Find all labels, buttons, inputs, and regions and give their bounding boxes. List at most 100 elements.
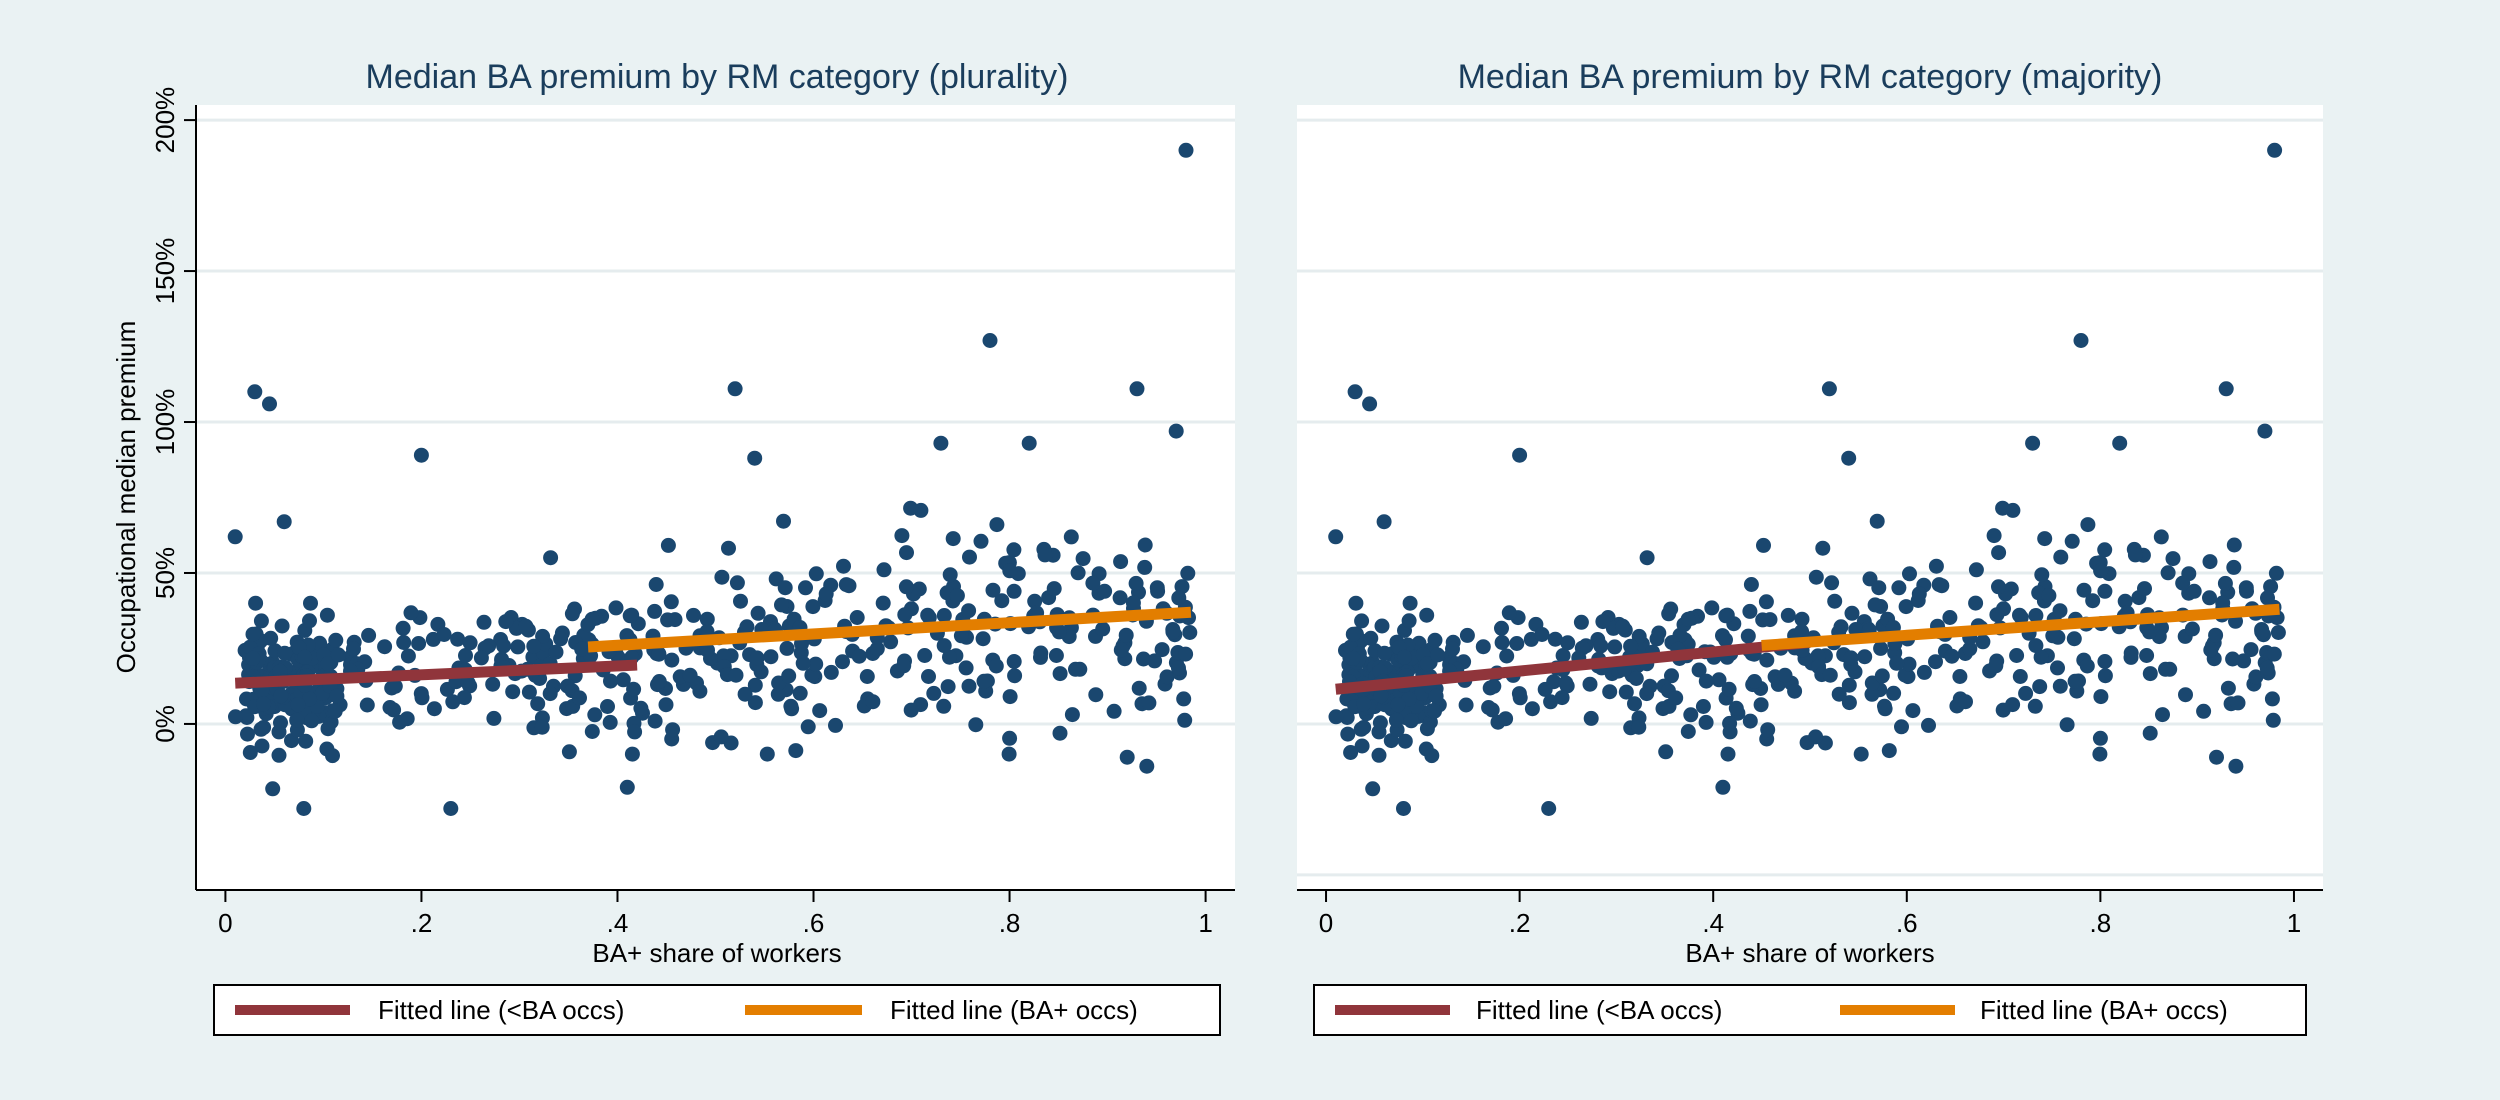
data-point (2248, 669, 2264, 685)
data-point (2085, 593, 2101, 609)
data-point (721, 540, 736, 556)
data-point (1176, 691, 1192, 707)
data-point (496, 638, 512, 654)
data-point (624, 607, 640, 623)
data-point (1986, 528, 2002, 544)
data-point (1137, 537, 1153, 553)
data-point (1150, 583, 1166, 599)
data-point (1371, 747, 1387, 763)
data-point (1886, 685, 1902, 701)
data-point (510, 639, 526, 655)
data-point (1171, 660, 1186, 676)
data-point (989, 517, 1005, 533)
legend-label-ba-plus: Fitted line (BA+ occs) (890, 995, 1138, 1025)
data-point (1857, 649, 1873, 665)
data-point (733, 593, 748, 609)
data-point (1095, 621, 1111, 637)
legend-label-ba-plus-majority: Fitted line (BA+ occs) (1980, 995, 2228, 1025)
data-point (2239, 583, 2254, 599)
data-point (1869, 513, 1885, 529)
data-point (936, 608, 952, 623)
data-point (1128, 575, 1144, 591)
chart-title-majority: Median BA premium by RM category (majori… (1458, 58, 2163, 96)
data-point (330, 647, 346, 663)
data-point (903, 702, 919, 718)
legend-label-below-ba: Fitted line (<BA occs) (378, 995, 624, 1025)
data-point (1353, 721, 1369, 737)
data-point (302, 613, 317, 629)
data-point (1509, 636, 1525, 651)
data-point (276, 514, 292, 530)
data-point (574, 641, 590, 657)
data-point (2127, 547, 2143, 563)
data-point (359, 697, 375, 713)
data-point (1397, 733, 1413, 749)
data-point (876, 562, 892, 578)
data-point (1027, 593, 1043, 609)
data-point (1968, 595, 1984, 611)
data-point (298, 733, 314, 749)
data-point (2257, 423, 2273, 439)
data-point (2263, 579, 2279, 595)
data-point (739, 619, 755, 635)
data-point (256, 696, 272, 712)
data-point (2141, 624, 2157, 640)
data-point (2160, 565, 2176, 581)
data-point (883, 634, 899, 650)
data-point (572, 690, 587, 706)
data-point (1481, 700, 1497, 715)
data-point (897, 607, 913, 623)
data-point (747, 677, 763, 693)
data-point (1759, 652, 1775, 668)
data-point (1989, 607, 2005, 623)
data-point (327, 703, 343, 719)
data-point (2186, 583, 2202, 599)
data-point (2155, 707, 2170, 723)
data-point (248, 595, 264, 611)
data-point (1631, 719, 1647, 735)
data-point (686, 607, 701, 623)
data-point (526, 638, 542, 654)
data-point (921, 669, 936, 684)
data-point (1129, 381, 1145, 397)
legend-box-plurality (213, 984, 1221, 1036)
data-point (982, 333, 998, 348)
y-tick-label: 100% (150, 389, 180, 456)
data-point (647, 713, 663, 729)
y-tick-label: 50% (150, 547, 180, 599)
x-tick-label: .4 (1702, 908, 1724, 938)
data-point (395, 620, 411, 636)
data-point (1007, 668, 1023, 684)
data-point (535, 628, 551, 644)
data-point (1721, 681, 1737, 697)
data-point (798, 580, 813, 596)
data-point (1501, 605, 1517, 621)
data-point (2203, 642, 2219, 658)
data-point (1822, 667, 1838, 683)
data-point (2117, 593, 2133, 609)
data-point (1088, 687, 1104, 703)
data-point (1758, 594, 1774, 610)
data-point (1006, 654, 1022, 669)
data-point (2266, 646, 2282, 662)
data-point (624, 746, 640, 762)
data-point (894, 528, 910, 544)
data-point (518, 618, 534, 634)
data-point (958, 660, 974, 676)
data-point (273, 688, 289, 704)
data-point (1119, 749, 1135, 765)
data-point (1555, 648, 1571, 663)
data-point (289, 712, 305, 728)
plot-area-plurality (196, 105, 1235, 890)
data-point (325, 748, 340, 764)
data-point (2080, 517, 2096, 533)
data-point (608, 600, 624, 616)
data-point (781, 668, 797, 684)
data-point (682, 667, 698, 683)
data-point (1780, 607, 1796, 623)
data-point (553, 631, 569, 647)
data-point (1740, 628, 1756, 644)
data-point (1064, 707, 1080, 723)
data-point (274, 618, 290, 634)
data-point (543, 550, 559, 566)
